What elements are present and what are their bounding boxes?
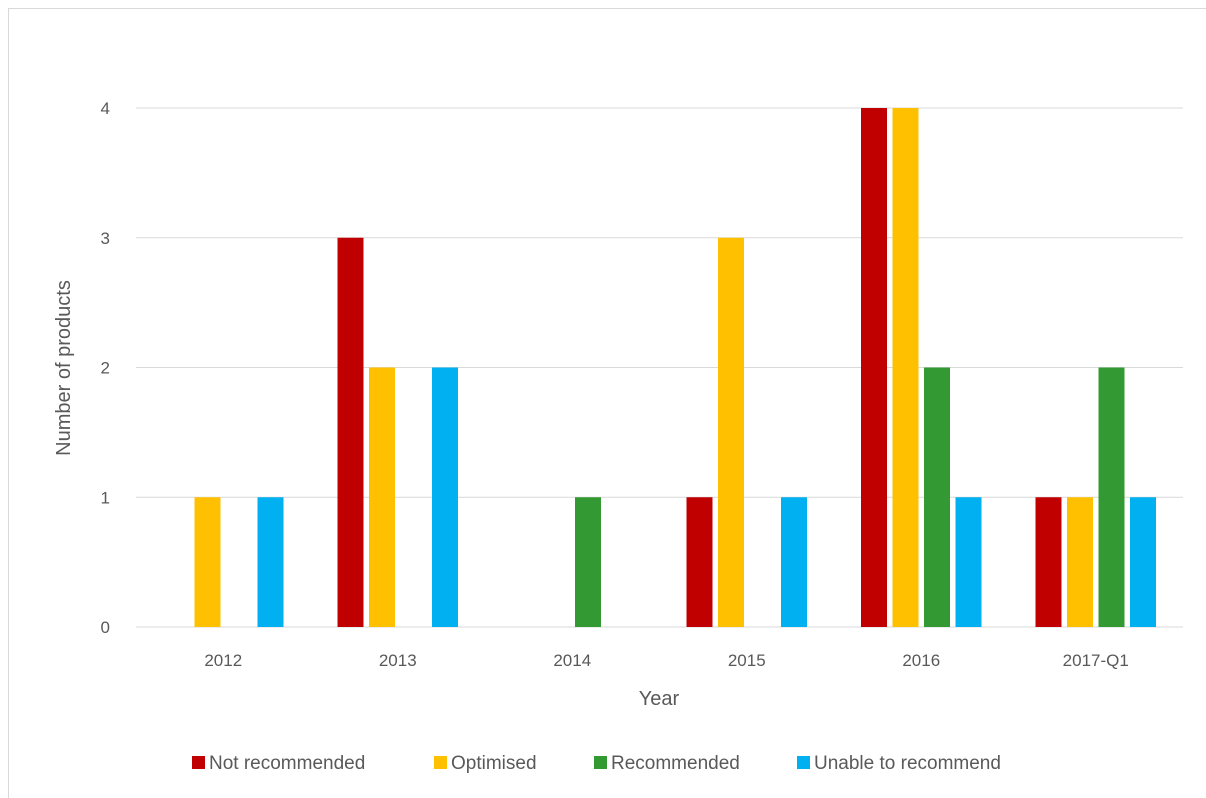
y-tick-label: 0: [101, 618, 110, 637]
bar-recommended-2016: [924, 367, 950, 627]
bar-optimised-2016: [892, 108, 919, 627]
legend-item-optimised: Optimised: [434, 753, 537, 774]
bar-optimised-2015: [718, 237, 744, 627]
x-tick-label: 2012: [204, 651, 242, 670]
bar-unable-to-recommend-2016: [955, 497, 982, 627]
x-axis-title: Year: [639, 688, 680, 710]
legend-swatch: [434, 756, 447, 769]
legend-item-not-recommended: Not recommended: [192, 753, 365, 774]
bar-recommended-2014: [575, 497, 601, 627]
legend-swatch: [797, 756, 810, 769]
legend-label: Optimised: [451, 753, 537, 774]
bar-not-recommended-2016: [861, 108, 887, 627]
x-tick-label: 2015: [728, 651, 766, 670]
bar-optimised-2012: [194, 497, 221, 627]
y-tick-label: 4: [101, 99, 110, 118]
bar-recommended-2017-q1: [1098, 367, 1125, 627]
legend: Not recommended Optimised Recommended Unabl…: [192, 753, 1001, 774]
x-tick-label: 2014: [553, 651, 591, 670]
x-tick-label: 2017-Q1: [1063, 651, 1129, 670]
y-axis-title: Number of products: [53, 280, 75, 456]
bar-not-recommended-2017-q1: [1035, 497, 1062, 627]
y-tick-label: 2: [101, 359, 110, 378]
bar-optimised-2013: [369, 367, 395, 627]
x-tick-labels: 2012 2013 2014 2015 2016 2017-Q1: [204, 651, 1129, 670]
legend-swatch: [192, 756, 205, 769]
bar-unable-to-recommend-2015: [781, 497, 807, 627]
legend-item-recommended: Recommended: [594, 753, 740, 774]
y-tick-labels: 0 1 2 3 4: [101, 99, 110, 637]
chart-frame: [8, 8, 1206, 798]
bars: [194, 108, 1156, 627]
legend-swatch: [594, 756, 607, 769]
bar-unable-to-recommend-2012: [257, 497, 284, 627]
x-tick-label: 2013: [379, 651, 417, 670]
legend-label: Not recommended: [209, 753, 365, 774]
x-tick-label: 2016: [902, 651, 940, 670]
legend-label: Recommended: [611, 753, 740, 774]
legend-label: Unable to recommend: [814, 753, 1001, 774]
bar-not-recommended-2015: [686, 497, 713, 627]
bar-unable-to-recommend-2013: [432, 367, 458, 627]
y-tick-label: 1: [101, 488, 110, 507]
bar-not-recommended-2013: [337, 237, 364, 627]
gridlines: [136, 107, 1183, 628]
legend-item-unable-to-recommend: Unable to recommend: [797, 753, 1001, 774]
y-tick-label: 3: [101, 229, 110, 248]
bar-unable-to-recommend-2017-q1: [1130, 497, 1156, 627]
bar-optimised-2017-q1: [1067, 497, 1093, 627]
